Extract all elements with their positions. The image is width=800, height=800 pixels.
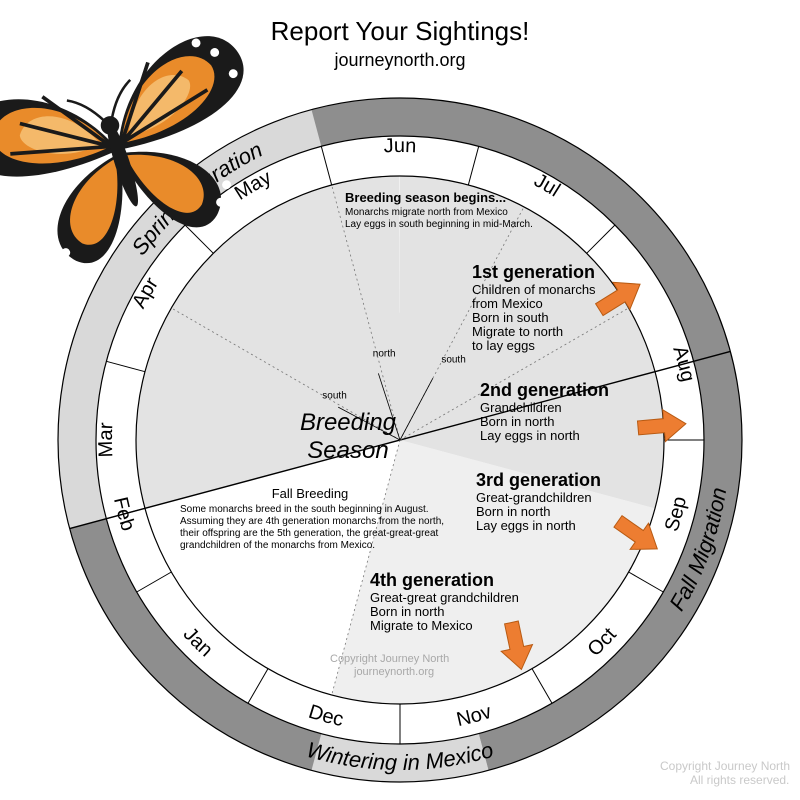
radial-label-2: south [441, 354, 465, 365]
gen-1-line-0: Children of monarchs [472, 282, 596, 297]
fall-breed-line-1: Assuming they are 4th generation monarch… [180, 516, 444, 527]
gen-1-title: 1st generation [472, 262, 595, 282]
gen-4-line-1: Born in north [370, 604, 444, 619]
gen-1-line-3: Migrate to north [472, 324, 563, 339]
inner-copy-2: journeynorth.org [353, 666, 434, 678]
gen-2-line-0: Grandchildren [480, 400, 562, 415]
gen-2-line-1: Born in north [480, 414, 554, 429]
fall-breed-line-0: Some monarchs breed in the south beginni… [180, 504, 429, 515]
page-title: Report Your Sightings! [271, 16, 530, 46]
breed-begin-line-1: Lay eggs in south beginning in mid-March… [345, 219, 533, 230]
page-subtitle: journeynorth.org [333, 50, 465, 70]
breed-begin-title: Breeding season begins... [345, 190, 506, 205]
gen-4-title: 4th generation [370, 570, 494, 590]
radial-label-1: north [373, 348, 396, 359]
center-title-2: Season [307, 437, 388, 464]
gen-3-title: 3rd generation [476, 470, 601, 490]
fall-breed-line-2: their offspring are the 5th generation, … [180, 528, 439, 539]
fall-breed-title: Fall Breeding [272, 486, 349, 501]
month-mar: Mar [95, 422, 118, 458]
gen-3-line-0: Great-grandchildren [476, 490, 592, 505]
outer-copy-2: All rights reserved. [690, 773, 789, 787]
inner-copy-1: Copyright Journey North [330, 653, 449, 665]
center-title-1: Breeding [300, 409, 397, 436]
month-jun: Jun [383, 135, 417, 157]
gen-4-line-0: Great-great grandchildren [370, 590, 519, 605]
gen-3-line-1: Born in north [476, 504, 550, 519]
outer-copy-1: Copyright Journey North [660, 759, 790, 773]
breed-begin-line-0: Monarchs migrate north from Mexico [345, 207, 508, 218]
gen-1-line-4: to lay eggs [472, 338, 535, 353]
gen-2-line-2: Lay eggs in north [480, 428, 580, 443]
gen-3-line-2: Lay eggs in north [476, 518, 576, 533]
fall-breed-line-3: grandchildren of the monarchs from Mexic… [180, 540, 375, 551]
gen-1-line-1: from Mexico [472, 296, 543, 311]
gen-1-line-2: Born in south [472, 310, 549, 325]
gen-2-title: 2nd generation [480, 380, 609, 400]
radial-label-0: south [322, 391, 346, 402]
gen-4-line-2: Migrate to Mexico [370, 618, 473, 633]
